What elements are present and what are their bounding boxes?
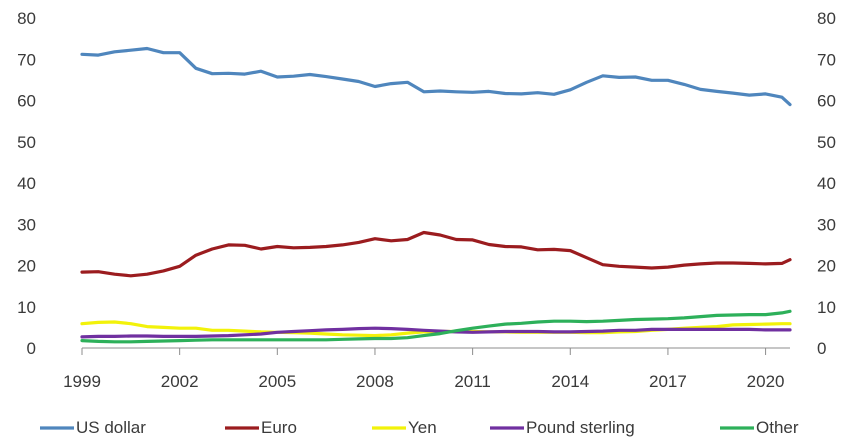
legend-label-pound-sterling: Pound sterling [526, 418, 635, 437]
x-tick-label: 2002 [161, 372, 199, 391]
y-tick-label-left: 10 [17, 298, 36, 317]
y-axis-left: 0 10 20 30 40 50 60 70 80 [17, 9, 36, 358]
y-tick-label-left: 50 [17, 133, 36, 152]
legend-label-us-dollar: US dollar [76, 418, 146, 437]
legend-label-euro: Euro [261, 418, 297, 437]
x-tick-label: 2014 [551, 372, 589, 391]
legend-label-other: Other [756, 418, 799, 437]
y-tick-label-left: 40 [17, 174, 36, 193]
series-lines [80, 46, 792, 344]
y-tick-label-right: 70 [817, 50, 836, 69]
x-axis: 1999 2002 2005 2008 2011 2014 2017 2020 [63, 348, 785, 391]
y-tick-label-left: 30 [17, 215, 36, 234]
y-tick-label-left: 20 [17, 257, 36, 276]
x-tick-label: 2020 [747, 372, 785, 391]
x-tick-label: 1999 [63, 372, 101, 391]
y-tick-label-right: 30 [817, 215, 836, 234]
legend-label-yen: Yen [408, 418, 437, 437]
y-tick-label-right: 20 [817, 257, 836, 276]
x-tick-label: 2005 [258, 372, 296, 391]
y-axis-right: 0 10 20 30 40 50 60 70 80 [817, 9, 836, 358]
series-line-us-dollar [80, 46, 792, 107]
y-tick-label-left: 0 [27, 339, 36, 358]
x-tick-label: 2017 [649, 372, 687, 391]
y-tick-label-left: 70 [17, 50, 36, 69]
legend: US dollar Euro Yen Pound sterling Other [40, 418, 799, 437]
y-tick-label-right: 40 [817, 174, 836, 193]
x-tick-label: 2011 [454, 372, 491, 391]
series-line-pound-sterling [80, 326, 792, 339]
y-tick-label-right: 60 [817, 92, 836, 111]
series-line-euro [80, 230, 792, 278]
y-tick-label-left: 60 [17, 92, 36, 111]
y-tick-label-right: 50 [817, 133, 836, 152]
y-tick-label-right: 0 [817, 339, 826, 358]
y-tick-label-left: 80 [17, 9, 36, 28]
y-tick-label-right: 80 [817, 9, 836, 28]
series-line-other [80, 309, 792, 344]
y-tick-label-right: 10 [817, 298, 836, 317]
x-tick-label: 2008 [356, 372, 394, 391]
